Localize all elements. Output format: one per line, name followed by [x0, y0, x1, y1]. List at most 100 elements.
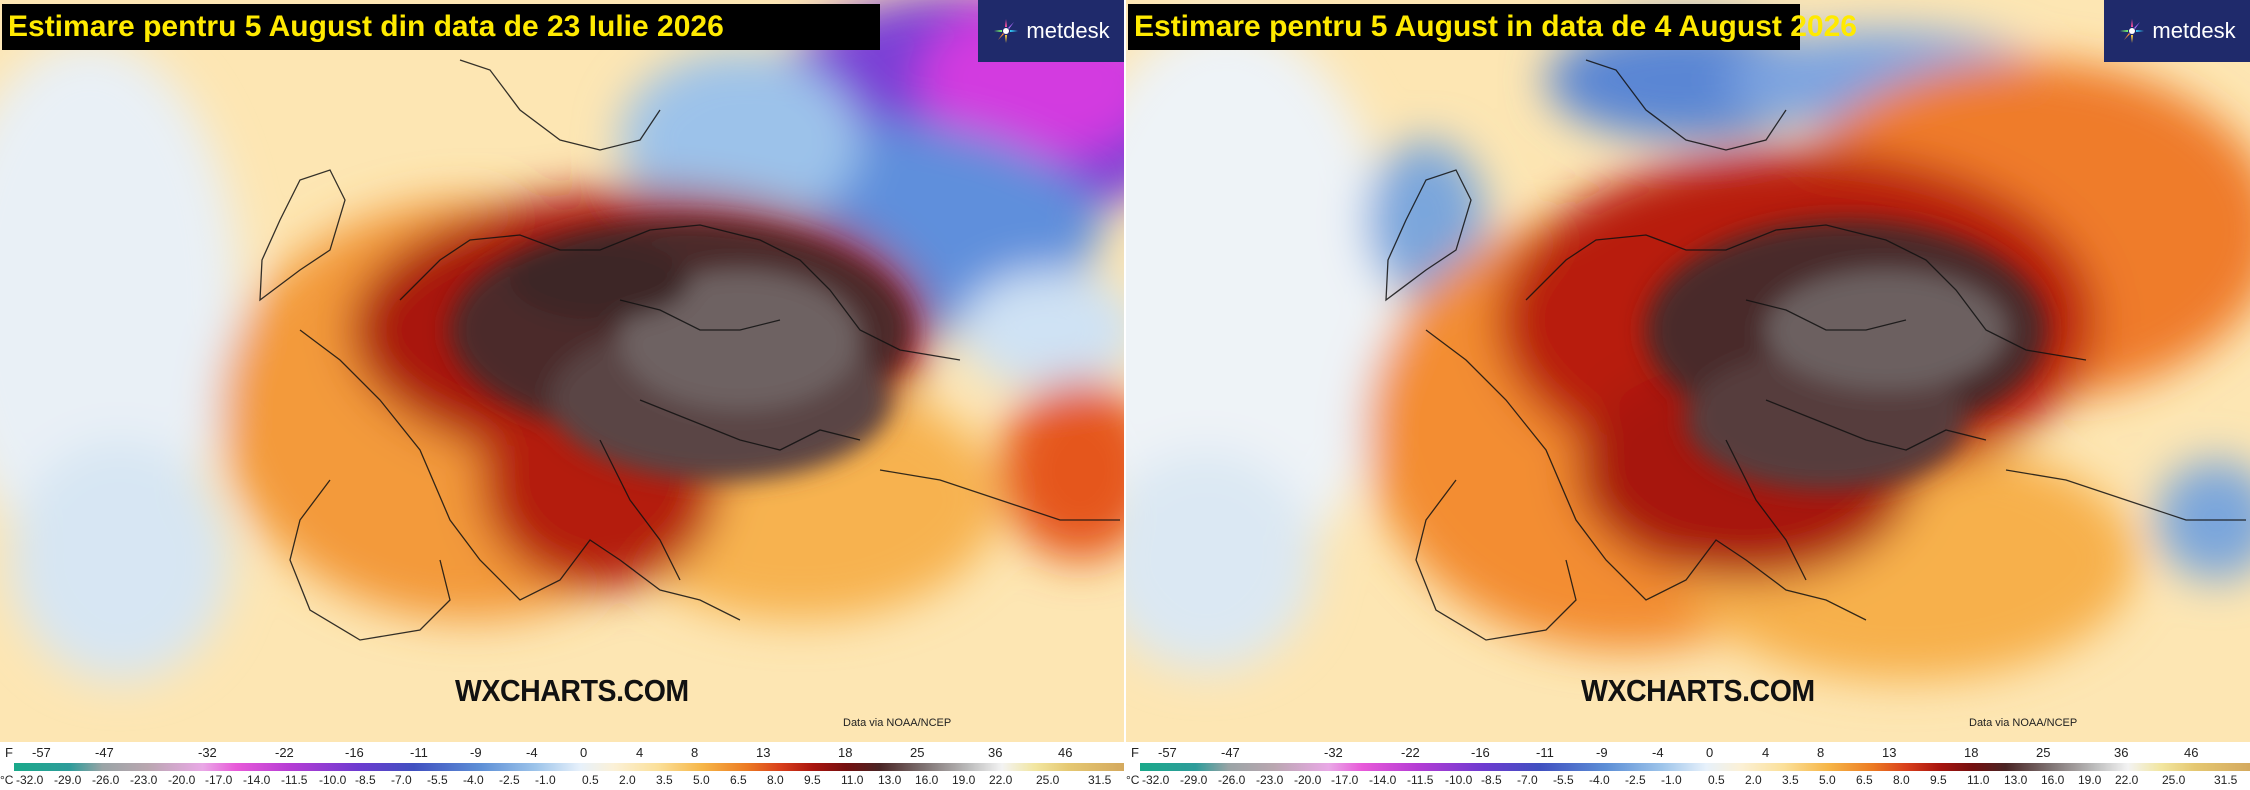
- c-tick: 11.0: [1967, 773, 1990, 787]
- f-tick: 0: [1706, 745, 1714, 760]
- c-tick: 13.0: [878, 773, 902, 787]
- c-tick: 0.5: [1708, 773, 1725, 787]
- c-tick: -11.5: [281, 773, 308, 787]
- c-tick: 5.0: [1819, 773, 1836, 787]
- celsius-ticks: °C -32.0 -29.0 -26.0 -23.0 -20.0 -17.0 -…: [1126, 773, 2250, 789]
- c-tick: -1.0: [535, 773, 556, 787]
- map-panel-right: Estimare pentru 5 August in data de 4 Au…: [1126, 0, 2250, 790]
- f-tick: -32: [198, 745, 217, 760]
- c-tick: -26.0: [92, 773, 120, 787]
- panel-divider: [1124, 0, 1126, 790]
- c-tick: -29.0: [1180, 773, 1208, 787]
- f-tick: 18: [838, 745, 853, 760]
- c-tick: -4.0: [463, 773, 484, 787]
- f-tick: -11: [410, 745, 428, 760]
- f-tick: -16: [1471, 745, 1490, 760]
- c-tick: 22.0: [989, 773, 1013, 787]
- data-credit: Data via NOAA/NCEP: [843, 717, 952, 729]
- c-tick: -10.0: [319, 773, 347, 787]
- c-tick: 3.5: [656, 773, 673, 787]
- c-tick: 19.0: [952, 773, 976, 787]
- c-tick: -4.0: [1589, 773, 1610, 787]
- c-tick: 2.0: [619, 773, 636, 787]
- c-tick: -2.5: [499, 773, 520, 787]
- f-tick: 18: [1964, 745, 1979, 760]
- temperature-scale: F -57 -47 -32 -22 -16 -11 -9 -4 0 4 8 13…: [1126, 742, 2250, 790]
- c-tick: 31.5: [1088, 773, 1112, 787]
- f-tick: -4: [526, 745, 538, 760]
- f-tick: 36: [2114, 745, 2129, 760]
- f-tick: 4: [636, 745, 644, 760]
- metdesk-logo-icon: [2120, 19, 2145, 43]
- celsius-ticks: °C -32.0 -29.0 -26.0 -23.0 -20.0 -17.0 -…: [0, 773, 1124, 789]
- c-tick: -8.5: [1481, 773, 1502, 787]
- wxcharts-watermark: WXCHARTS.COM: [455, 673, 689, 708]
- c-tick: -29.0: [54, 773, 82, 787]
- map-title: Estimare pentru 5 August din data de 23 …: [2, 4, 880, 50]
- metdesk-logo-icon: [994, 19, 1019, 43]
- c-tick: -14.0: [243, 773, 271, 787]
- c-tick: -7.0: [1517, 773, 1538, 787]
- c-tick: 9.5: [804, 773, 821, 787]
- f-tick: -4: [1652, 745, 1664, 760]
- temperature-colorbar: [14, 763, 1124, 771]
- f-tick: -9: [1596, 745, 1608, 760]
- c-tick: -5.5: [1553, 773, 1574, 787]
- f-tick: 36: [988, 745, 1003, 760]
- c-tick: 3.5: [1782, 773, 1799, 787]
- f-tick: 46: [1058, 745, 1073, 760]
- c-tick: 9.5: [1930, 773, 1947, 787]
- fahrenheit-unit: F: [1131, 745, 1139, 760]
- f-tick: -57: [1158, 745, 1177, 760]
- metdesk-logo: metdesk: [2104, 0, 2250, 62]
- f-tick: 13: [1882, 745, 1897, 760]
- c-tick: 8.0: [1893, 773, 1910, 787]
- c-tick: 25.0: [1036, 773, 1060, 787]
- f-tick: -22: [275, 745, 294, 760]
- c-tick: -11.5: [1407, 773, 1434, 787]
- f-tick: -22: [1401, 745, 1420, 760]
- c-tick: -5.5: [427, 773, 448, 787]
- c-tick: -1.0: [1661, 773, 1682, 787]
- c-tick: -17.0: [205, 773, 233, 787]
- c-tick: 31.5: [2214, 773, 2238, 787]
- f-tick: 0: [580, 745, 588, 760]
- c-tick: 25.0: [2162, 773, 2186, 787]
- fahrenheit-ticks: F -57 -47 -32 -22 -16 -11 -9 -4 0 4 8 13…: [1126, 745, 2250, 761]
- f-tick: 46: [2184, 745, 2199, 760]
- temperature-map-right: [1126, 0, 2250, 742]
- temperature-scale: F -57 -47 -32 -22 -16 -11 -9 -4 0 4 8 13…: [0, 742, 1124, 790]
- celsius-unit: °C: [1126, 773, 1140, 787]
- f-tick: -16: [345, 745, 364, 760]
- f-tick: 13: [756, 745, 771, 760]
- c-tick: -10.0: [1445, 773, 1473, 787]
- f-tick: -47: [95, 745, 114, 760]
- c-tick: -20.0: [1294, 773, 1322, 787]
- metdesk-logo-text: metdesk: [2152, 18, 2236, 43]
- c-tick: -26.0: [1218, 773, 1246, 787]
- c-tick: -23.0: [130, 773, 158, 787]
- map-title: Estimare pentru 5 August in data de 4 Au…: [1128, 4, 1857, 50]
- c-tick: 6.5: [730, 773, 747, 787]
- c-tick: 16.0: [915, 773, 939, 787]
- c-tick: 13.0: [2004, 773, 2028, 787]
- c-tick: 16.0: [2041, 773, 2065, 787]
- fahrenheit-ticks: F -57 -47 -32 -22 -16 -11 -9 -4 0 4 8 13…: [0, 745, 1124, 761]
- f-tick: 8: [1817, 745, 1825, 760]
- celsius-unit: °C: [0, 773, 14, 787]
- wxcharts-watermark: WXCHARTS.COM: [1581, 673, 1815, 708]
- metdesk-logo-text: metdesk: [1026, 18, 1110, 43]
- f-tick: 8: [691, 745, 699, 760]
- c-tick: -32.0: [1142, 773, 1170, 787]
- c-tick: -14.0: [1369, 773, 1397, 787]
- c-tick: 11.0: [841, 773, 864, 787]
- f-tick: -9: [470, 745, 482, 760]
- c-tick: 5.0: [693, 773, 710, 787]
- f-tick: -32: [1324, 745, 1343, 760]
- temperature-colorbar: [1140, 763, 2250, 771]
- f-tick: 25: [910, 745, 925, 760]
- c-tick: 6.5: [1856, 773, 1873, 787]
- c-tick: -32.0: [16, 773, 44, 787]
- c-tick: -2.5: [1625, 773, 1646, 787]
